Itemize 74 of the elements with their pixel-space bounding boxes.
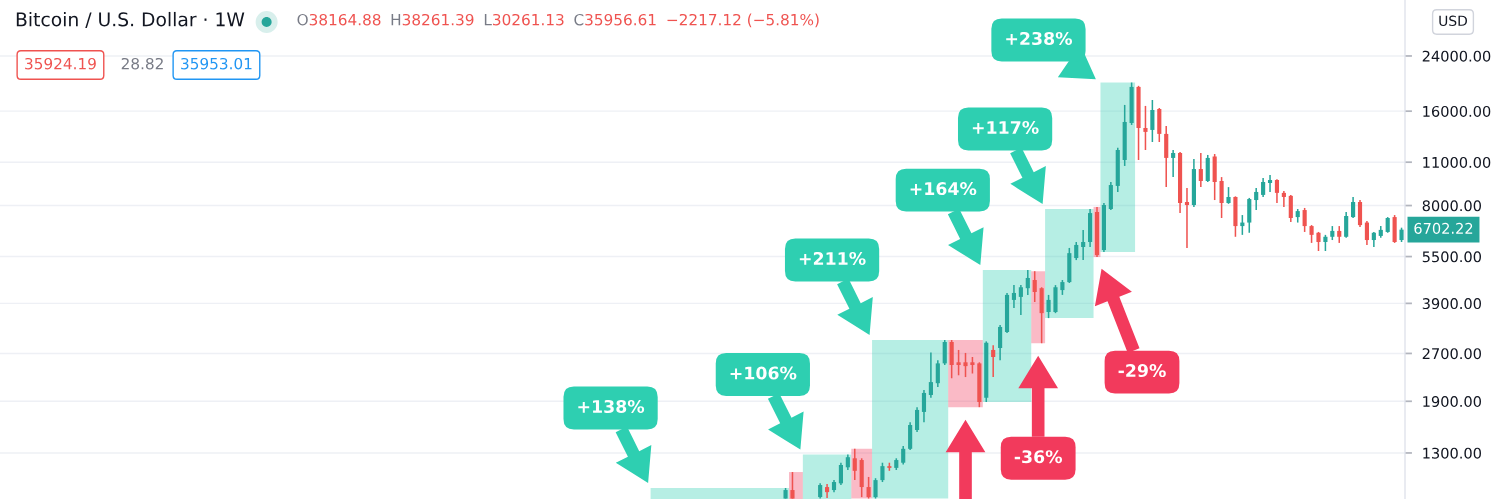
- y-tick-label: 3900.00: [1422, 298, 1481, 310]
- candlestick: [949, 339, 954, 380]
- candlestick: [956, 349, 961, 377]
- annotation: H38261.39: [391, 13, 474, 26]
- candlestick: [963, 352, 968, 378]
- candlestick: [921, 389, 927, 423]
- candlestick: [1205, 154, 1210, 183]
- candlestick: [1046, 294, 1051, 319]
- annotation: -36%: [1014, 450, 1063, 464]
- y-tick-label: 5500.00: [1422, 251, 1481, 263]
- annotation: +106%: [730, 366, 797, 380]
- candlestick: [852, 448, 857, 481]
- candlestick: [1274, 178, 1280, 204]
- y-tick-label: 16000.00: [1423, 105, 1491, 117]
- annotation: +164%: [910, 181, 977, 196]
- annotation: +138%: [578, 399, 645, 414]
- candlestick: [935, 359, 940, 388]
- candlestick: [873, 477, 878, 499]
- annotation: -29%: [1118, 363, 1166, 378]
- candlestick: [1171, 149, 1176, 178]
- annotation: 28.82: [121, 57, 163, 70]
- candlestick: [1032, 270, 1037, 303]
- candlestick: [1074, 241, 1079, 261]
- candlestick: [914, 406, 920, 433]
- y-tick-label: 1300.00: [1423, 447, 1481, 459]
- y-tick-label: 8000.00: [1422, 200, 1481, 212]
- candlestick: [1254, 187, 1259, 211]
- annotation: L30261.13: [484, 13, 564, 26]
- candlestick: [1267, 174, 1273, 193]
- annotation: 35924.19: [25, 57, 96, 70]
- candlestick: [1018, 284, 1023, 316]
- candlestick: [1351, 196, 1356, 219]
- candlestick: [1344, 211, 1349, 239]
- candlestick: [1198, 152, 1203, 188]
- candlestick: [1219, 176, 1224, 219]
- candlestick: [991, 344, 996, 378]
- candlestick: [1288, 194, 1293, 223]
- candlestick: [942, 339, 947, 366]
- candlestick: [928, 351, 933, 399]
- candlestick: [1302, 207, 1307, 233]
- text: USD: [1439, 15, 1468, 27]
- candlestick: [1025, 269, 1030, 296]
- candlestick: [790, 471, 795, 499]
- candlestick: [901, 445, 906, 466]
- candlestick: [880, 461, 885, 483]
- annotation: O38164.88: [297, 13, 381, 26]
- candlestick: [1143, 105, 1148, 151]
- annotation: 35953.01: [181, 57, 252, 70]
- candlestick: [1108, 181, 1113, 211]
- text: Bitcoin / U.S. Dollar · 1W: [16, 11, 245, 28]
- annotation: +238%: [1006, 31, 1073, 46]
- text: 6702.22: [1414, 222, 1473, 234]
- annotation: C35956.61: [574, 13, 656, 26]
- candlestick: [1150, 99, 1155, 143]
- candlestick: [1357, 199, 1363, 228]
- candlestick: [1316, 231, 1321, 252]
- annotation: +117%: [972, 120, 1039, 135]
- y-tick-label: 2700.00: [1422, 348, 1481, 360]
- candlestick: [998, 324, 1003, 361]
- candlestick: [1364, 220, 1370, 246]
- candlestick: [866, 476, 871, 499]
- y-tick-label: 1900.00: [1423, 396, 1481, 408]
- annotation: −2217.12 (−5.81%): [667, 13, 819, 28]
- y-tick-label: 24000.00: [1422, 50, 1491, 62]
- candlestick: [1011, 284, 1017, 309]
- candlestick: [1081, 229, 1086, 261]
- candlestick: [1261, 177, 1266, 198]
- candlestick: [1184, 187, 1190, 249]
- y-tick-label: 11000.00: [1423, 156, 1491, 168]
- candlestick: [838, 461, 843, 486]
- candlestick: [908, 421, 913, 451]
- candlestick: [1281, 190, 1286, 208]
- candlestick: [1247, 197, 1252, 234]
- annotation: +211%: [799, 251, 866, 266]
